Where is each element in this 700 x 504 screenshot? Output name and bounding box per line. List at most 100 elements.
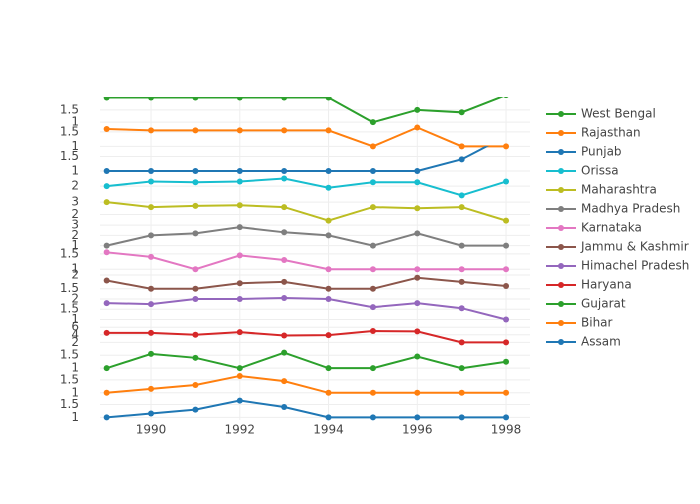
point	[503, 358, 510, 365]
series	[103, 124, 510, 150]
point	[325, 167, 332, 174]
y-tick-label: 1	[71, 238, 79, 252]
y-tick-label: 1	[71, 312, 79, 326]
legend-marker	[558, 339, 564, 345]
point	[148, 285, 155, 292]
legend-marker	[558, 168, 564, 174]
series	[103, 349, 510, 372]
point	[325, 414, 332, 421]
point	[192, 179, 199, 186]
point	[369, 167, 376, 174]
y-tick-label: 1	[71, 115, 79, 129]
point	[236, 280, 243, 287]
point	[103, 183, 110, 190]
point	[192, 295, 199, 302]
y-tick-label: 1.5	[60, 348, 79, 362]
point	[414, 353, 421, 360]
point	[148, 301, 155, 308]
point	[458, 414, 465, 421]
point	[148, 410, 155, 417]
point	[503, 178, 510, 185]
series	[103, 175, 510, 199]
legend-label: Gujarat	[581, 297, 626, 311]
point	[192, 406, 199, 413]
series-line	[106, 177, 507, 197]
point	[414, 106, 421, 113]
point	[414, 274, 421, 281]
point	[325, 389, 332, 396]
y-tick-label: 3	[71, 195, 79, 209]
point	[103, 329, 110, 336]
point	[369, 242, 376, 249]
y-tick-label: 1.5	[60, 246, 79, 260]
point	[503, 389, 510, 396]
series-line	[106, 201, 507, 222]
point	[369, 304, 376, 311]
point	[103, 365, 110, 372]
point	[369, 365, 376, 372]
point	[148, 329, 155, 336]
point	[148, 127, 155, 134]
legend-label: Himachel Pradesh	[581, 259, 689, 273]
point	[103, 277, 110, 284]
point	[414, 266, 421, 273]
point	[103, 300, 110, 307]
point	[236, 97, 243, 101]
y-tick-label: 2	[71, 335, 79, 349]
point	[325, 217, 332, 224]
point	[458, 389, 465, 396]
y-tick-label: 1	[71, 385, 79, 399]
point	[414, 179, 421, 186]
point	[236, 372, 243, 379]
legend-label: Maharashtra	[581, 183, 657, 197]
point	[414, 300, 421, 307]
legend-label: Haryana	[581, 278, 632, 292]
point	[281, 278, 288, 285]
point	[192, 230, 199, 237]
point	[325, 127, 332, 134]
legend-marker	[558, 149, 564, 155]
legend-marker	[558, 320, 564, 326]
y-tick-label: 1	[71, 163, 79, 177]
point	[325, 365, 332, 372]
point	[236, 329, 243, 336]
y-tick-label: 1.5	[60, 149, 79, 163]
point	[103, 199, 110, 206]
series-line	[106, 97, 504, 124]
legend-label: Punjab	[581, 145, 622, 159]
y-tick-label: 2	[71, 228, 79, 242]
x-tick-label: 1992	[225, 423, 256, 437]
point	[236, 127, 243, 134]
series	[103, 372, 510, 396]
point	[458, 109, 465, 116]
point	[458, 305, 465, 312]
legend-marker	[558, 282, 564, 288]
legend-marker	[558, 225, 564, 231]
point	[236, 397, 243, 404]
point	[369, 328, 376, 335]
point	[192, 266, 199, 273]
point	[458, 278, 465, 285]
point	[148, 178, 155, 185]
point	[148, 97, 155, 101]
point	[281, 404, 288, 411]
series-line	[106, 351, 507, 370]
point	[325, 332, 332, 339]
point	[503, 282, 510, 289]
legend-marker	[558, 130, 564, 136]
legend-marker	[558, 263, 564, 269]
series-line	[106, 146, 489, 172]
x-tick-label: 1996	[402, 423, 433, 437]
point	[503, 217, 510, 224]
point	[414, 328, 421, 335]
legend-label: Jammu & Kashmir	[580, 240, 689, 254]
series-line	[106, 126, 507, 148]
point	[281, 167, 288, 174]
point	[103, 97, 110, 101]
legend-marker	[558, 244, 564, 250]
point	[503, 97, 509, 99]
y-tick-label: 2	[71, 179, 79, 193]
point	[192, 354, 199, 361]
point	[503, 339, 510, 346]
